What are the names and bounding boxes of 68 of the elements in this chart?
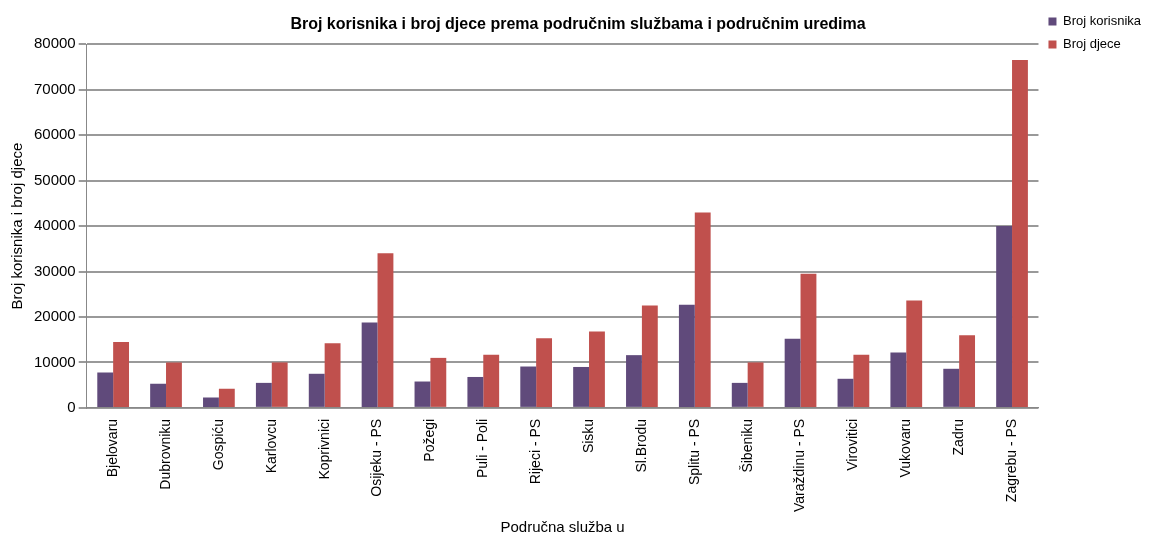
bar [255,382,272,407]
x-tick-label: Sisku [579,418,596,454]
bar [890,352,907,407]
bar [678,304,695,407]
bar [150,383,167,407]
bar [203,397,219,407]
x-tick-label: Rijeci - PS [527,418,544,485]
x-tick-label: Požegi [421,418,438,462]
bar [853,354,870,407]
y-axis-title: Broj korisnika i broj djece [8,142,26,310]
bar [520,366,537,407]
x-tick-label: Gospiću [209,418,226,471]
bar [731,382,748,407]
x-tick-label: Sl.Brodu [632,418,649,473]
bar [536,338,553,407]
bar [837,378,854,407]
bar [271,362,288,407]
y-tick-label: 40000 [33,216,76,234]
x-tick-label: Vukovaru [897,418,914,478]
bar [626,355,642,407]
bar [1012,60,1028,407]
y-tick-label: 80000 [33,34,76,52]
bar [430,357,447,407]
bar [943,368,960,407]
y-tick-label: 10000 [33,352,76,370]
x-tick-label: Bjelovaru [104,418,121,478]
y-tick-label: 20000 [33,307,76,325]
x-tick-label: Zadru [950,418,967,456]
y-tick-label: 50000 [33,170,76,188]
bar [218,388,235,407]
x-tick-label: Šibeniku [738,418,755,473]
bar [784,338,801,407]
x-tick-label: Dubrovniku [156,418,173,490]
bar [324,343,341,407]
bar [573,366,590,407]
bar [97,372,114,407]
x-tick-label: Splitu - PS [685,418,702,486]
y-tick-label: 60000 [33,125,76,143]
bar [483,354,500,407]
x-tick-label: Osijeku - PS [368,418,385,497]
legend-label: Broj korisnika [1062,13,1142,29]
x-tick-label: Varaždinu - PS [791,418,808,513]
x-tick-label: Puli - Poli [474,418,491,479]
x-tick-label: Zagrebu - PS [1002,418,1019,503]
x-tick-label: Karlovcu [262,418,279,474]
y-tick-label: 30000 [33,261,76,279]
bar [996,226,1013,407]
chart-title: Broj korisnika i broj djece prema područnim službama i područnim uredima [290,15,866,33]
bar [377,253,394,407]
bar [694,212,711,407]
bar [800,273,817,407]
bar [959,335,976,407]
bar [308,373,325,407]
bar [906,300,923,407]
x-tick-label: Virovitici [844,418,861,471]
x-tick-label: Koprivnici [315,418,332,480]
bar [641,305,658,407]
y-tick-label: 0 [67,398,76,416]
bar [361,322,378,407]
x-axis-title: Područna služba u [500,518,625,536]
bar [747,362,764,407]
bar [113,341,130,407]
y-tick-label: 70000 [33,79,76,97]
legend-label: Broj djece [1062,36,1121,52]
bar [166,362,182,407]
bar [467,376,484,407]
bar [589,331,605,407]
bar [414,381,431,407]
